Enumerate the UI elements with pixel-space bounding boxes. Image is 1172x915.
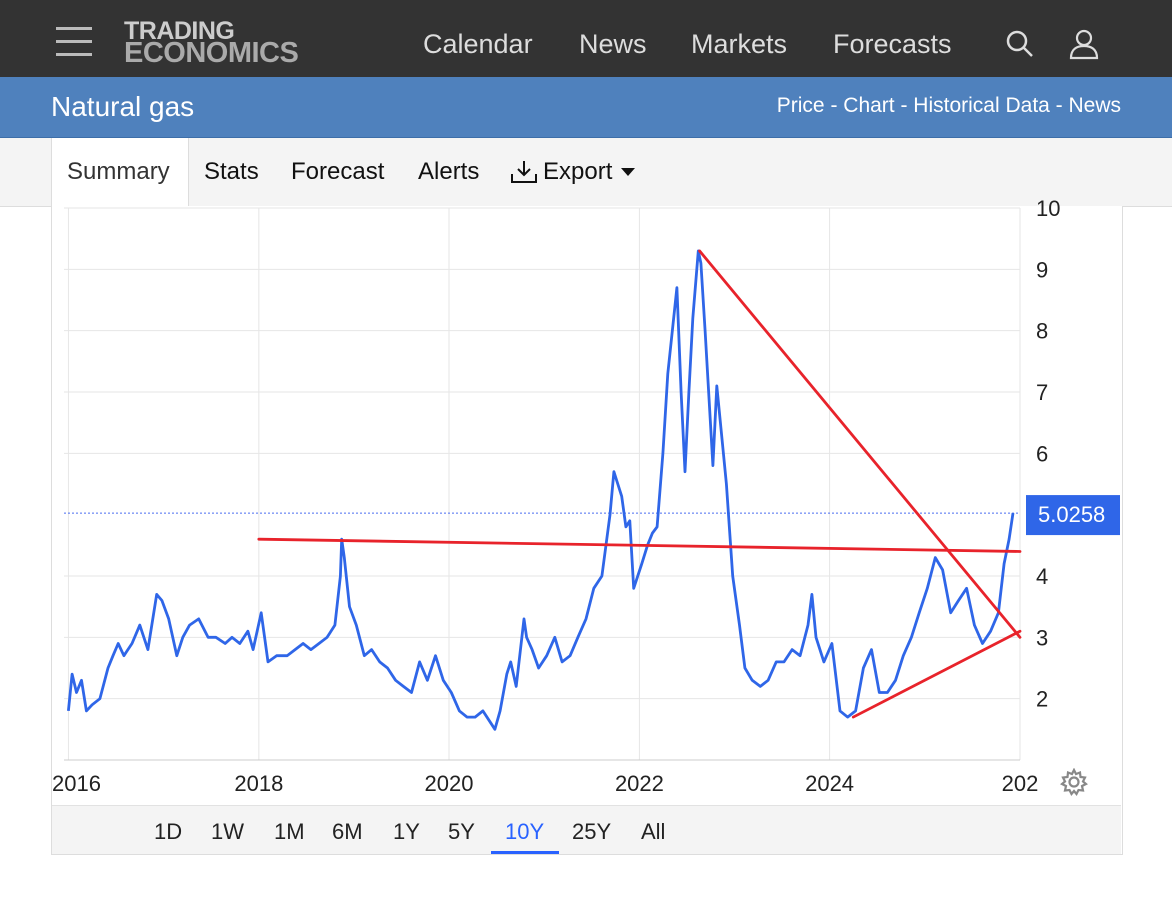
menu-icon[interactable] bbox=[56, 27, 92, 57]
logo-line2: ECONOMICS bbox=[124, 37, 299, 69]
download-icon[interactable] bbox=[510, 159, 538, 185]
y-tick-label: 2 bbox=[1036, 687, 1048, 712]
subnav-links[interactable]: Price - Chart - Historical Data - News bbox=[776, 94, 1121, 117]
gear-icon[interactable] bbox=[1060, 768, 1088, 796]
range-selected-indicator bbox=[491, 851, 559, 854]
x-tick-label: 202 bbox=[1002, 771, 1039, 796]
range-6m[interactable]: 6M bbox=[332, 819, 363, 844]
tab-alerts[interactable]: Alerts bbox=[418, 158, 480, 185]
range-all[interactable]: All bbox=[641, 819, 666, 844]
chart-grid bbox=[64, 207, 1021, 761]
x-axis: 2016 2018 2020 2022 2024 202 bbox=[52, 771, 1038, 796]
tab-export[interactable]: Export bbox=[543, 158, 613, 185]
y-tick-label: 4 bbox=[1036, 564, 1048, 589]
trendline bbox=[257, 537, 1022, 553]
last-value-badge bbox=[1026, 495, 1120, 536]
range-selector bbox=[52, 805, 1121, 854]
x-tick-label: 2024 bbox=[805, 771, 854, 796]
search-icon[interactable] bbox=[1006, 30, 1034, 58]
nav-calendar[interactable]: Calendar bbox=[423, 29, 533, 59]
page-title: Natural gas bbox=[51, 91, 195, 122]
x-tick-label: 2022 bbox=[615, 771, 664, 796]
y-tick-label: 8 bbox=[1036, 319, 1048, 344]
last-value-label: 5.0258 bbox=[1038, 502, 1105, 527]
range-1d[interactable]: 1D bbox=[154, 819, 183, 844]
range-1m[interactable]: 1M bbox=[274, 819, 305, 844]
tab-forecast[interactable]: Forecast bbox=[291, 158, 385, 185]
nav-markets[interactable]: Markets bbox=[691, 29, 788, 59]
range-1y[interactable]: 1Y bbox=[393, 819, 420, 844]
logo[interactable]: TRADING ECONOMICS bbox=[124, 17, 299, 69]
series-line bbox=[67, 249, 1015, 731]
chart-card bbox=[51, 206, 1123, 855]
y-tick-label: 6 bbox=[1036, 441, 1048, 466]
y-tick-label: 10 bbox=[1036, 196, 1060, 221]
range-10y[interactable]: 10Y bbox=[505, 819, 545, 844]
y-tick-label: 9 bbox=[1036, 257, 1048, 282]
range-5y[interactable]: 5Y bbox=[448, 819, 475, 844]
top-navigation-bar: TRADING ECONOMICS Calendar News Markets … bbox=[0, 0, 1172, 77]
y-tick-label: 3 bbox=[1036, 625, 1048, 650]
title-bar bbox=[0, 77, 1172, 138]
user-icon[interactable] bbox=[1068, 28, 1100, 60]
x-tick-label: 2016 bbox=[52, 771, 101, 796]
x-tick-label: 2018 bbox=[234, 771, 283, 796]
trendline bbox=[698, 249, 1022, 639]
range-25y[interactable]: 25Y bbox=[572, 819, 612, 844]
nav-news[interactable]: News bbox=[579, 29, 647, 59]
trendlines bbox=[257, 249, 1022, 719]
caret-down-icon bbox=[621, 168, 635, 176]
y-tick-label: 7 bbox=[1036, 380, 1048, 405]
range-1w[interactable]: 1W bbox=[211, 819, 244, 844]
tab-stats[interactable]: Stats bbox=[204, 158, 259, 185]
y-axis: 10 9 8 7 6 4 3 2 bbox=[1036, 196, 1060, 712]
x-tick-label: 2020 bbox=[425, 771, 474, 796]
trendline bbox=[851, 629, 1022, 719]
tab-summary-bg bbox=[51, 138, 189, 207]
logo-line1: TRADING bbox=[124, 17, 235, 45]
tab-summary[interactable]: Summary bbox=[67, 158, 170, 185]
nav-forecasts[interactable]: Forecasts bbox=[833, 29, 952, 59]
